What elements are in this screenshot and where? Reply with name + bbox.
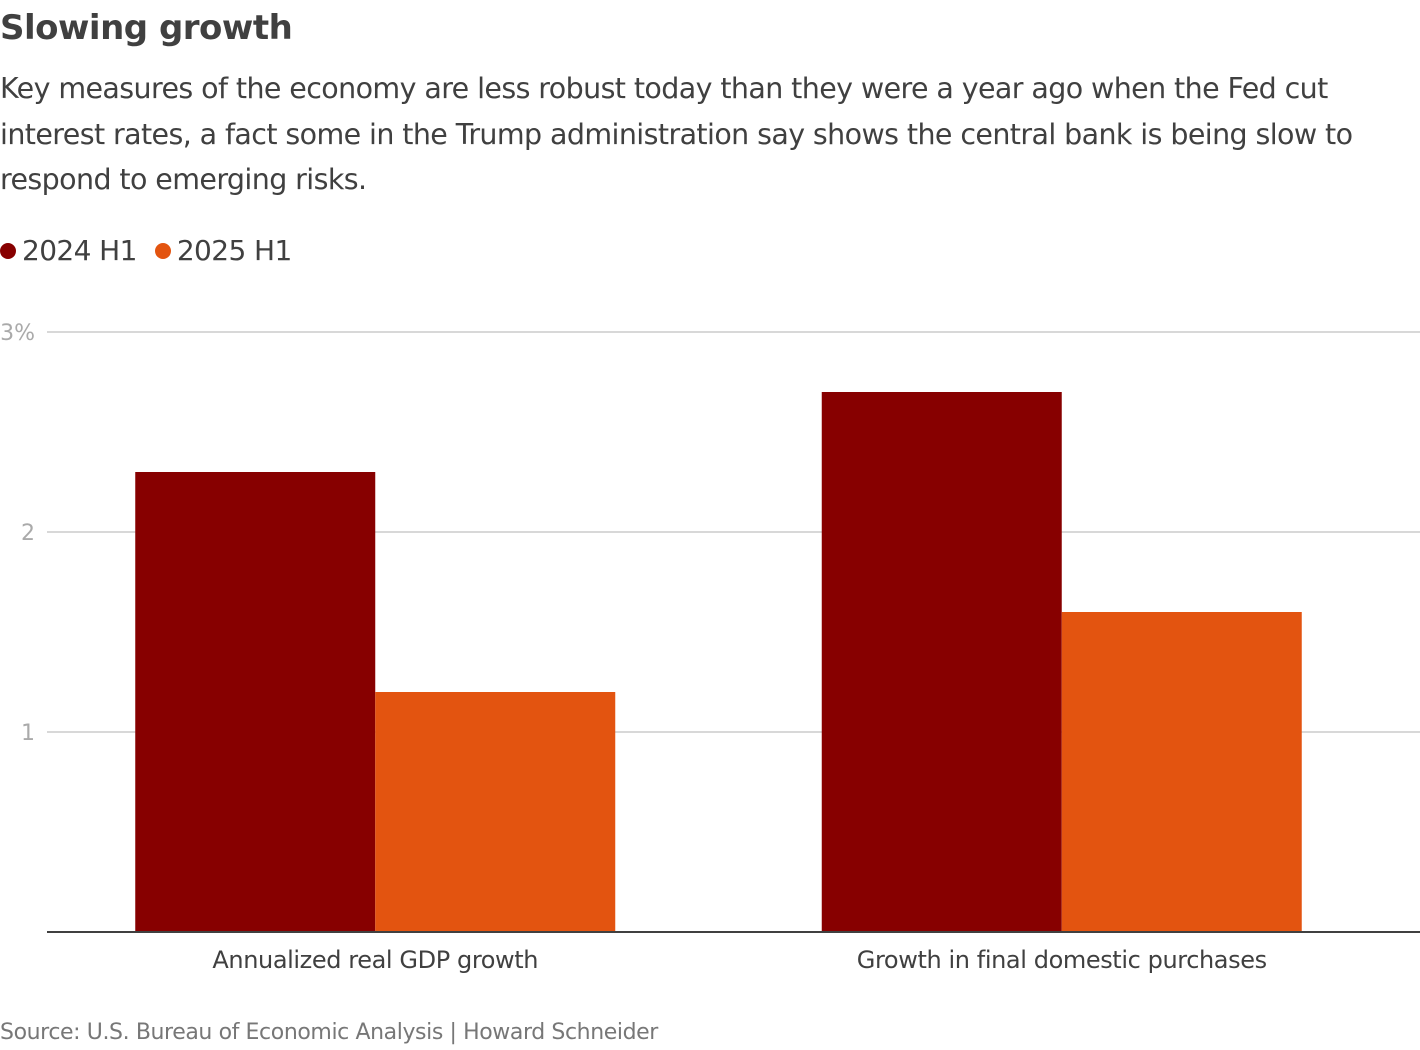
- source-note: Source: U.S. Bureau of Economic Analysis…: [0, 1020, 658, 1045]
- chart-title: Slowing growth: [0, 8, 293, 48]
- x-category-label: Growth in final domestic purchases: [857, 946, 1267, 974]
- bars: [135, 392, 1302, 932]
- x-category-label: Annualized real GDP growth: [212, 946, 538, 974]
- legend-item-2025-h1: 2025 H1: [154, 234, 292, 267]
- legend-dot-icon: [0, 242, 16, 259]
- y-tick-label: 2: [21, 521, 35, 546]
- bar-chart: 1 2 3% Annualized real GDP growth Growth in…: [0, 321, 1420, 974]
- legend: 2024 H1 2025 H1: [0, 234, 310, 267]
- bar-2025-h1: [1061, 612, 1302, 932]
- y-tick-label: 3%: [0, 321, 35, 346]
- legend-label: 2024 H1: [22, 234, 137, 267]
- bar-2025-h1: [375, 692, 616, 932]
- legend-label: 2025 H1: [176, 234, 292, 267]
- category-labels: Annualized real GDP growth Growth in fina…: [212, 946, 1267, 974]
- chart-subtitle: Key measures of the economy are less rob…: [0, 72, 1353, 196]
- bar-2024-h1: [135, 472, 376, 932]
- legend-item-2024-h1: 2024 H1: [0, 234, 137, 267]
- bar-2024-h1: [821, 392, 1062, 932]
- y-tick-label: 1: [21, 721, 35, 746]
- legend-dot-icon: [154, 242, 171, 259]
